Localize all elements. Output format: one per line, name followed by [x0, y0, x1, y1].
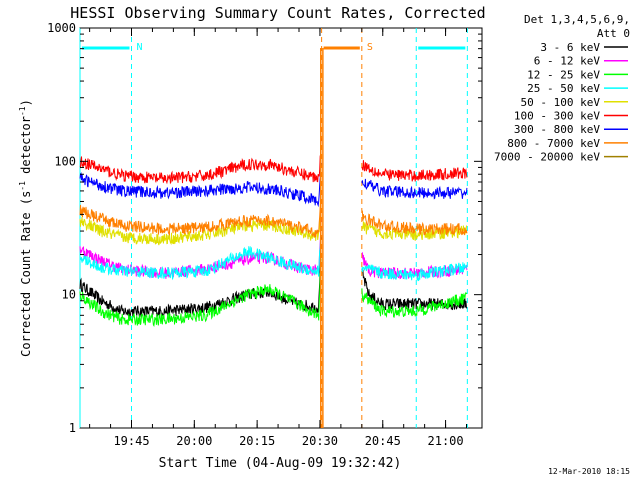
legend-item-label: 6 - 12 keV [534, 55, 601, 68]
flag-label: S [367, 42, 373, 53]
legend-item-label: 800 - 7000 keV [507, 137, 600, 150]
x-axis: 19:45 20:00 20:15 20:30 20:45 21:00 [89, 28, 468, 448]
legend-item-label: 12 - 25 keV [527, 68, 600, 81]
legend-item-label: 7000 - 20000 keV [494, 151, 600, 164]
legend-item-label: 3 - 6 keV [540, 41, 600, 54]
y-axis: 1 10 100 1000 [47, 21, 482, 435]
x-axis-label: Start Time (04-Aug-09 19:32:42) [159, 456, 402, 471]
series-line [79, 228, 468, 282]
y-tick-label: 1 [69, 421, 76, 435]
legend-item-label: 300 - 800 keV [514, 123, 600, 136]
legend-title-line-1: Det 1,3,4,5,6,9, [524, 13, 630, 26]
legend-title-line-2: Att 0 [597, 27, 630, 40]
x-tick-label: 21:00 [428, 434, 464, 448]
x-tick-label: 20:30 [302, 434, 338, 448]
series-line [79, 138, 468, 185]
timestamp: 12-Mar-2010 18:15 [548, 467, 630, 476]
flag-label: N [137, 42, 143, 53]
x-tick-label: 20:45 [365, 434, 401, 448]
y-axis-label: Corrected Count Rate (s-1 detector-1) [18, 99, 33, 357]
x-tick-label: 20:15 [239, 434, 275, 448]
y-tick-label: 1000 [47, 21, 76, 35]
series-line [79, 191, 468, 238]
series-line [79, 258, 468, 328]
legend-item-label: 100 - 300 keV [514, 110, 600, 123]
y-tick-label: 100 [54, 154, 76, 168]
legend-item-label: 25 - 50 keV [527, 82, 600, 95]
x-tick-label: 19:45 [113, 434, 149, 448]
x-tick-label: 20:00 [176, 434, 212, 448]
series-layer [79, 48, 468, 428]
series-line [79, 162, 468, 208]
legend-item-label: 50 - 100 keV [521, 96, 601, 109]
y-tick-label: 10 [62, 288, 76, 302]
chart-title: HESSI Observing Summary Count Rates, Cor… [70, 4, 485, 22]
